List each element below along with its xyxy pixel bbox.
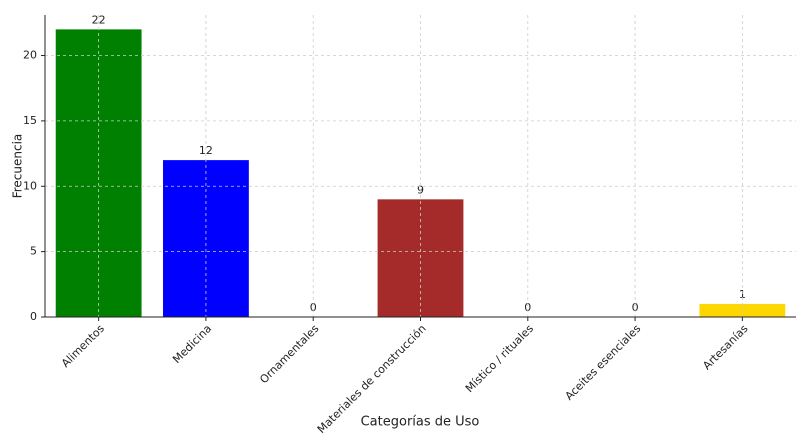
x-tick-label: Ornamentales (257, 322, 321, 386)
y-tick-label: 0 (30, 310, 37, 323)
x-tick-label: Alimentos (59, 322, 107, 370)
value-label: 0 (632, 301, 639, 314)
x-tick-label: Aceites esenciales (563, 322, 644, 403)
y-axis-label: Frecuencia (11, 134, 25, 199)
value-label: 1 (739, 288, 746, 301)
y-tick-label: 10 (23, 179, 37, 192)
y-tick-label: 20 (23, 49, 37, 62)
value-label: 0 (310, 301, 317, 314)
value-label: 12 (199, 144, 213, 157)
y-tick-label: 15 (23, 114, 37, 127)
x-tick-label: Místico / rituales (463, 322, 536, 395)
x-tick-label: Artesanías (700, 322, 750, 372)
value-label: 22 (92, 13, 106, 26)
value-label: 0 (524, 301, 531, 314)
y-tick-label: 5 (30, 245, 37, 258)
x-tick-label: Medicina (170, 322, 214, 366)
x-axis-label: Categorías de Uso (361, 415, 480, 430)
